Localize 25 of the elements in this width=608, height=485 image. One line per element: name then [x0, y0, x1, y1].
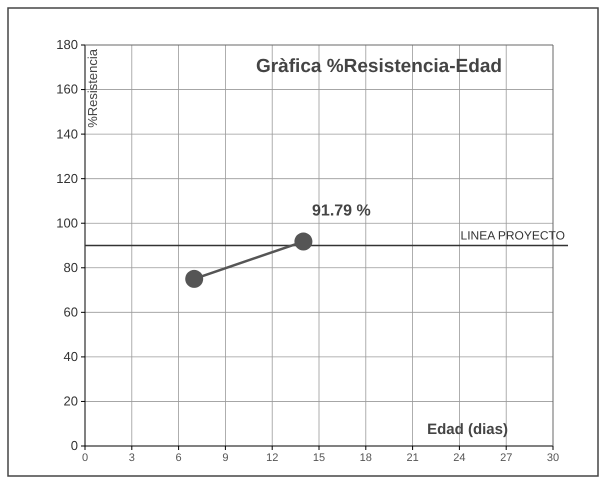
y-tick-label: 0	[70, 438, 78, 454]
x-tick-label: 24	[453, 452, 466, 464]
x-tick-label: 9	[222, 452, 228, 464]
x-tick-label: 27	[500, 452, 512, 464]
x-tick-label: 3	[128, 452, 135, 464]
x-tick-label: 12	[266, 452, 278, 464]
y-tick-label: 60	[64, 304, 78, 320]
y-tick-label: 180	[56, 37, 78, 52]
x-tick-label: 0	[82, 452, 88, 464]
y-tick-label: 80	[64, 260, 78, 275]
x-tick-label: 30	[546, 452, 560, 464]
x-tick-label: 21	[406, 452, 419, 464]
x-tick-label: 6	[176, 452, 182, 464]
y-tick-label: 140	[56, 126, 78, 142]
x-tick-label: 15	[312, 452, 326, 464]
y-tick-label: 20	[64, 394, 78, 409]
text: Gràfica %Resistencia-Edad	[256, 56, 502, 77]
y-tick-label: 160	[56, 82, 78, 97]
y-tick-label: 100	[56, 215, 78, 230]
x-tick-label: 18	[360, 452, 372, 464]
y-tick-label: 120	[56, 170, 78, 186]
y-axis-title: %Resistencia	[85, 48, 100, 128]
y-tick-label: 40	[64, 349, 78, 364]
x-axis-title: Edad (dias)	[427, 421, 508, 438]
data-label: 91.79 %	[312, 202, 371, 220]
